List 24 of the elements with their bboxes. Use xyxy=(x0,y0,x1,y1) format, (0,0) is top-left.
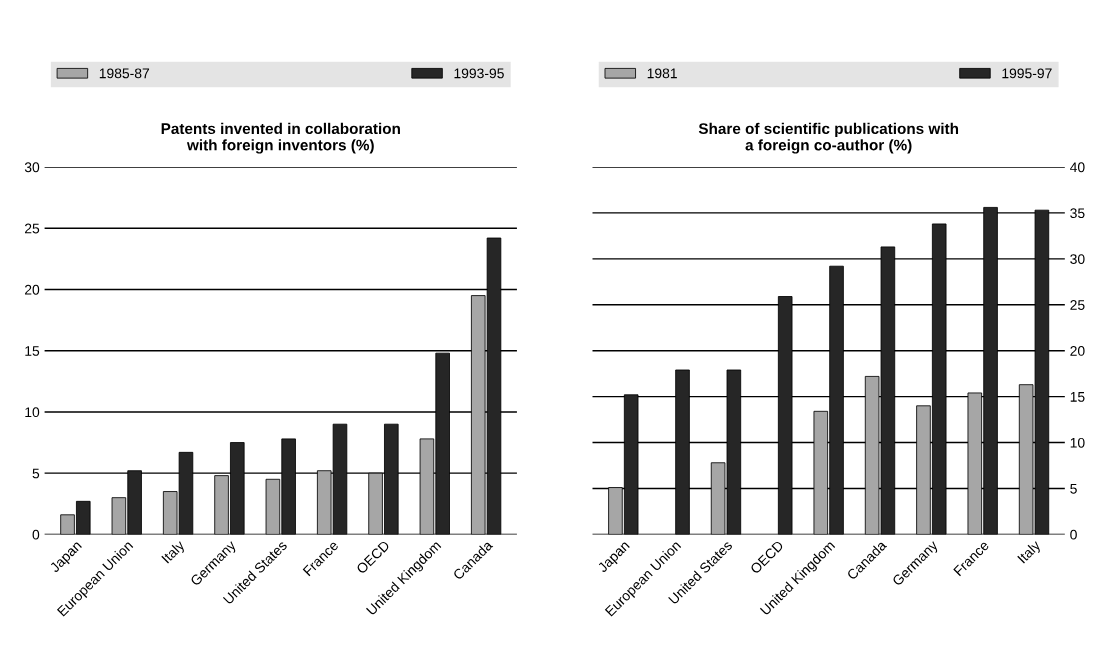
y2-tick-label: 40 xyxy=(1070,162,1085,173)
y-tick-label: 30 xyxy=(24,162,40,173)
x-tick-label: Italy xyxy=(160,539,188,566)
y2-tick-label: 30 xyxy=(1070,254,1085,265)
y-tick-label: 15 xyxy=(25,346,40,356)
y2-tick-label: 5 xyxy=(1070,483,1077,494)
y-tick-label: 0 xyxy=(32,529,40,540)
y2-tick-label: 35 xyxy=(1070,208,1085,219)
legend-label: 1993-95 xyxy=(454,68,504,79)
legend-label: 1981 xyxy=(647,68,677,79)
legend-label: 1985-87 xyxy=(99,68,150,79)
y2-tick-label: 25 xyxy=(1070,300,1085,310)
y2-tick-label: 20 xyxy=(1070,346,1085,356)
y-tick-label: 20 xyxy=(24,284,40,295)
x-tick-label: Italy xyxy=(1016,539,1044,566)
chart-title: Patents invented in collaboration with foreign inventors (%) xyxy=(161,122,400,154)
y-tick-label: 25 xyxy=(24,223,40,234)
y-tick-label: 10 xyxy=(25,407,40,418)
y2-tick-label: 10 xyxy=(1070,437,1085,448)
y2-tick-label: 15 xyxy=(1070,392,1085,402)
chart-title: Share of scientific publications with a foreign co-author (%) xyxy=(698,122,959,154)
legend-label: 1995-97 xyxy=(1002,68,1052,79)
y-tick-label: 5 xyxy=(32,468,40,479)
y2-tick-label: 0 xyxy=(1070,529,1077,540)
